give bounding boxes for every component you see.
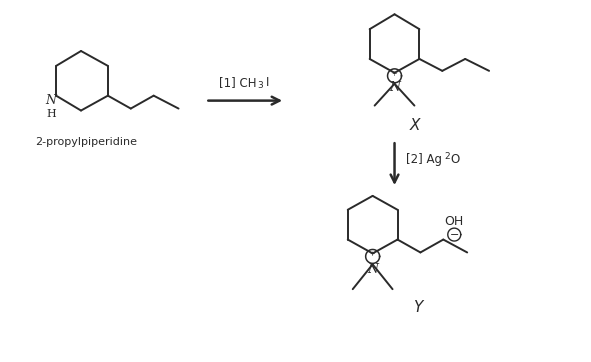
Text: 2-propylpiperidine: 2-propylpiperidine [35, 137, 137, 147]
Text: N: N [367, 263, 378, 276]
Text: O: O [450, 153, 460, 166]
Text: OH: OH [444, 215, 464, 228]
Text: N: N [389, 81, 400, 94]
Text: [1] CH: [1] CH [219, 76, 256, 89]
Text: 2: 2 [444, 152, 450, 161]
Text: $^+$: $^+$ [369, 252, 377, 261]
Text: N: N [46, 94, 57, 107]
Text: −: − [450, 230, 459, 240]
Text: H: H [46, 109, 56, 118]
Text: Y: Y [413, 299, 422, 315]
Text: $^+$: $^+$ [391, 71, 399, 81]
Text: X: X [409, 118, 420, 133]
Text: [2] Ag: [2] Ag [407, 153, 443, 166]
Text: I: I [265, 76, 269, 89]
Text: 3: 3 [257, 81, 263, 90]
